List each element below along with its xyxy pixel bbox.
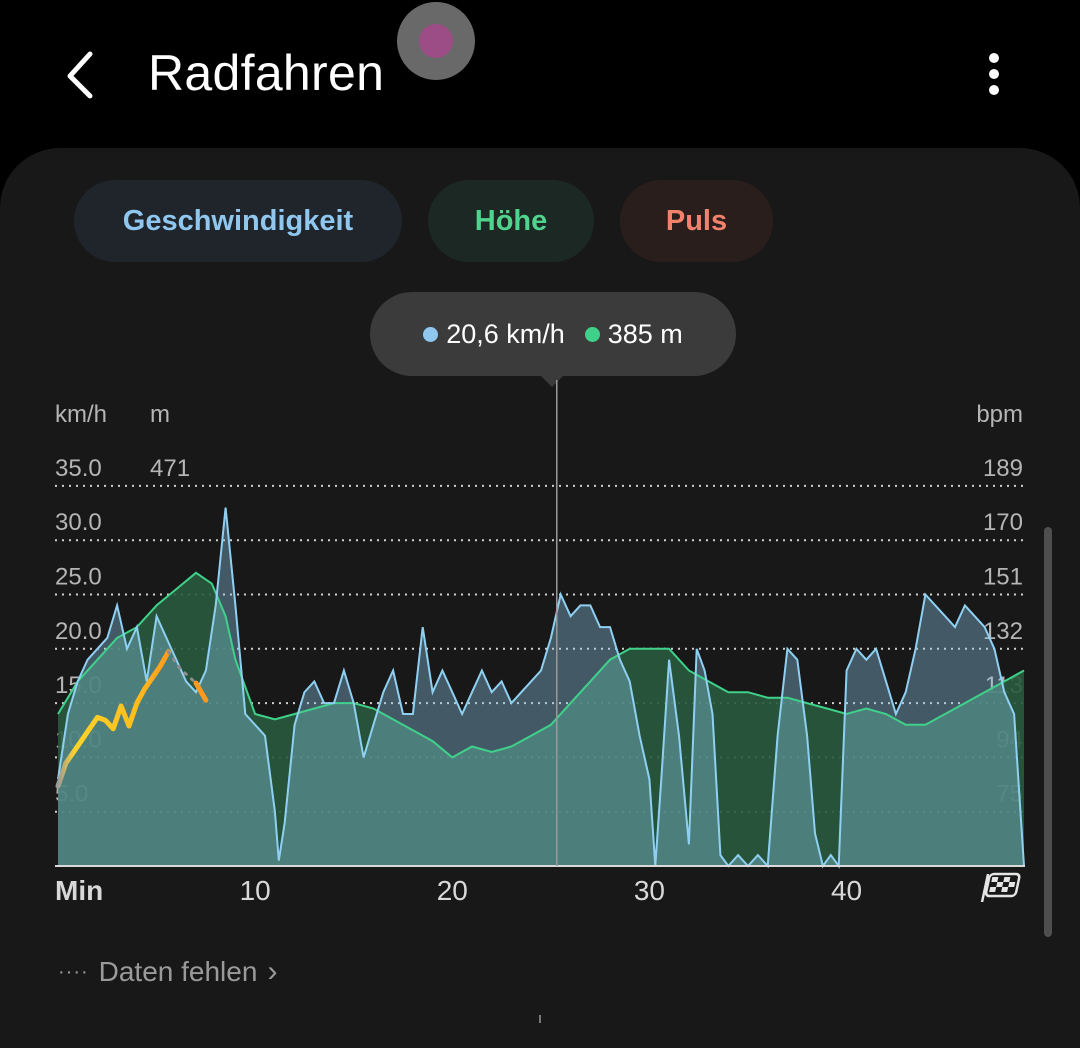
speed-unit-label: km/h xyxy=(55,401,107,428)
altitude-unit-label: m xyxy=(150,401,170,428)
tab-geschwindigkeit[interactable]: Geschwindigkeit xyxy=(74,180,402,262)
missing-data-label: Daten fehlen xyxy=(98,956,258,987)
speed-tick-label: 30.0 xyxy=(55,509,102,536)
more-options-button[interactable] xyxy=(966,44,1022,104)
altitude-dot-icon xyxy=(584,326,600,342)
speed-dot-icon xyxy=(423,326,439,342)
page-title: Radfahren xyxy=(148,45,385,101)
speed-tick-label: 35.0 xyxy=(55,455,102,482)
speed-tick-label: 25.0 xyxy=(55,564,102,591)
tooltip-speed-value: 20,6 km/h xyxy=(446,318,565,349)
tab-hoehe[interactable]: Höhe xyxy=(428,180,594,262)
tooltip-altitude: 385 m xyxy=(584,318,683,350)
heart-rate-line xyxy=(55,649,171,789)
tab-puls[interactable]: Puls xyxy=(620,180,773,262)
speed-line xyxy=(57,507,1025,869)
back-button[interactable] xyxy=(52,40,112,110)
chevron-right-icon: › xyxy=(267,955,278,988)
x-tick-label: 10 xyxy=(240,875,271,906)
touch-indicator xyxy=(397,2,475,80)
x-tick-label: 40 xyxy=(831,875,862,906)
hr-tick-label: 189 xyxy=(983,455,1023,482)
finish-flag-icon xyxy=(980,872,1021,902)
heart-rate-tail-line xyxy=(193,680,209,703)
altitude-line xyxy=(57,571,1025,759)
hr-tick-label: 170 xyxy=(983,509,1023,536)
tooltip-speed: 20,6 km/h xyxy=(423,319,565,350)
hr-tick-label: 151 xyxy=(983,564,1023,591)
scrollbar[interactable] xyxy=(1044,527,1052,937)
altitude-tick-label: 471 xyxy=(150,455,190,482)
x-tick-label: 30 xyxy=(634,875,665,906)
more-vertical-icon xyxy=(989,53,999,95)
altitude-area xyxy=(58,572,1024,866)
hr-unit-label: bpm xyxy=(976,401,1023,428)
bottom-divider xyxy=(539,1015,541,1023)
ride-chart[interactable]: km/h m bpm 35.0 189 471 30.0 170 25.0 151 20.0 1… xyxy=(0,380,1080,920)
x-unit-label: Min xyxy=(55,875,103,906)
app-header: Radfahren xyxy=(0,0,1080,148)
speed-tick-label: 20.0 xyxy=(55,618,102,645)
heart-rate-missing-line xyxy=(166,650,198,685)
dotted-line-icon: ···· xyxy=(58,960,89,983)
missing-data-link[interactable]: ···· Daten fehlen › xyxy=(58,952,277,992)
chart-tooltip: 20,6 km/h 385 m xyxy=(370,292,736,387)
x-tick-label: 20 xyxy=(437,875,468,906)
back-arrow-icon xyxy=(67,51,93,99)
tooltip-altitude-value: 385 m xyxy=(607,318,683,349)
speed-area xyxy=(58,507,1024,866)
